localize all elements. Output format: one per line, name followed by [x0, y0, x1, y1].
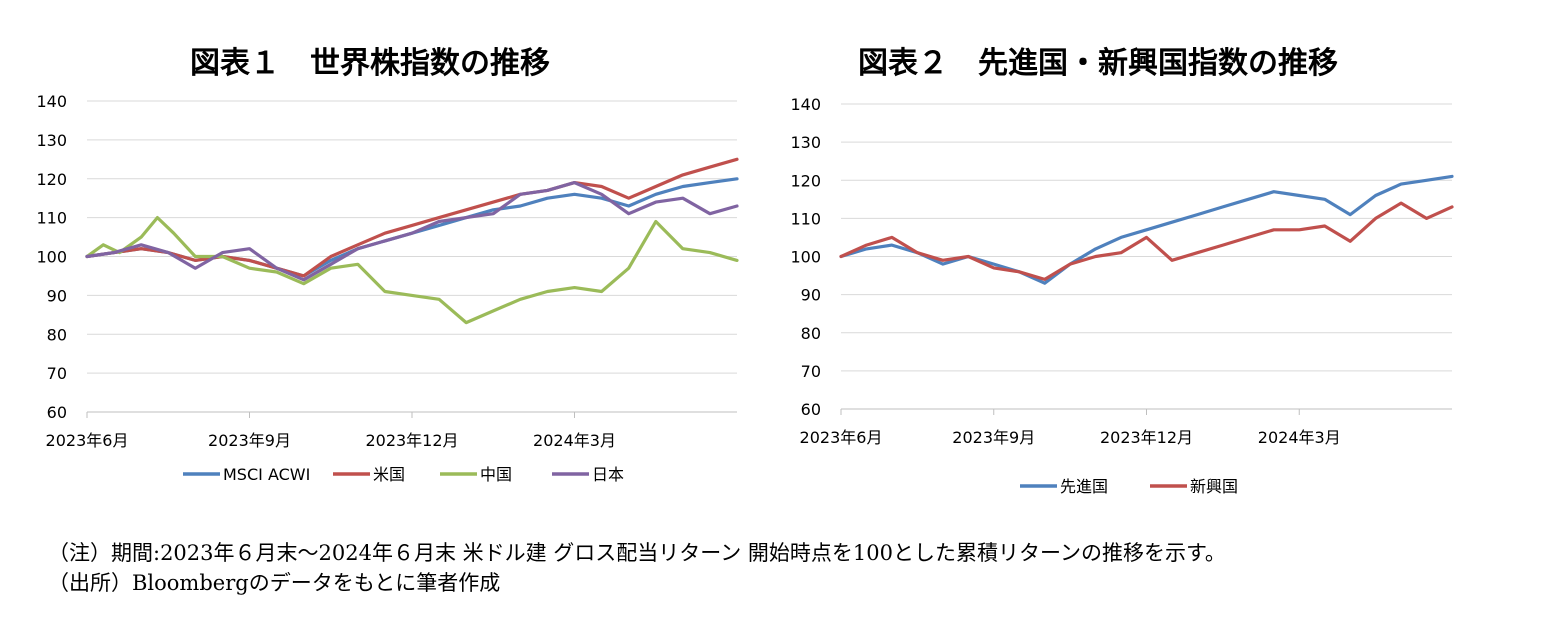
- y-tick-label: 130: [790, 133, 821, 152]
- chart1-title: 図表１ 世界株指数の推移: [190, 46, 550, 81]
- series-line-米国: [85, 157, 739, 278]
- legend-label: 米国: [373, 465, 405, 484]
- y-tick-label: 120: [790, 171, 821, 190]
- y-tick-label: 120: [36, 170, 67, 189]
- series-line-日本: [85, 181, 739, 282]
- chart-1: 60 70 80 90 100 110 120 130 140 2023年6月 2023年9月 202…: [36, 92, 739, 484]
- chart-2: 60 70 80 90 100 110 120 130 140 2023年6月 2023年9月 202…: [790, 95, 1454, 496]
- x-tick-label: 2023年6月: [800, 428, 883, 447]
- x-tick-label: 2023年12月: [1100, 428, 1193, 447]
- series-line-先進国: [839, 174, 1454, 285]
- chart2-title: 図表２ 先進国・新興国指数の推移: [858, 46, 1338, 81]
- y-tick-label: 140: [790, 95, 821, 114]
- y-tick-label: 100: [790, 248, 821, 267]
- y-tick-label: 110: [790, 209, 821, 228]
- note-source: （出所）Bloombergのデータをもとに筆者作成: [48, 571, 501, 595]
- y-tick-label: 80: [47, 325, 67, 344]
- legend-label: 日本: [592, 465, 624, 484]
- y-tick-label: 80: [801, 324, 821, 343]
- x-tick-label: 2024年3月: [533, 431, 616, 450]
- y-tick-label: 60: [801, 400, 821, 419]
- y-tick-label: 140: [36, 92, 67, 111]
- x-tick-label: 2024年3月: [1258, 428, 1341, 447]
- note-period: （注）期間:2023年６月末～2024年６月末 米ドル建 グロス配当リターン 開…: [48, 541, 1226, 565]
- y-tick-label: 90: [47, 286, 67, 305]
- y-tick-label: 90: [801, 286, 821, 305]
- series-line-中国: [85, 216, 739, 325]
- y-tick-label: 130: [36, 131, 67, 150]
- x-tick-label: 2023年9月: [952, 428, 1035, 447]
- legend-label: 中国: [480, 465, 512, 484]
- x-tick-label: 2023年12月: [365, 431, 458, 450]
- y-tick-label: 100: [36, 248, 67, 267]
- y-tick-label: 70: [47, 364, 67, 383]
- legend-label: 先進国: [1060, 477, 1108, 496]
- legend-label: MSCI ACWI: [223, 465, 310, 484]
- y-tick-label: 70: [801, 362, 821, 381]
- series-line-新興国: [839, 201, 1454, 281]
- y-tick-label: 60: [47, 403, 67, 422]
- legend-label: 新興国: [1190, 477, 1238, 496]
- x-tick-label: 2023年6月: [46, 431, 129, 450]
- x-tick-label: 2023年9月: [208, 431, 291, 450]
- y-tick-label: 110: [36, 209, 67, 228]
